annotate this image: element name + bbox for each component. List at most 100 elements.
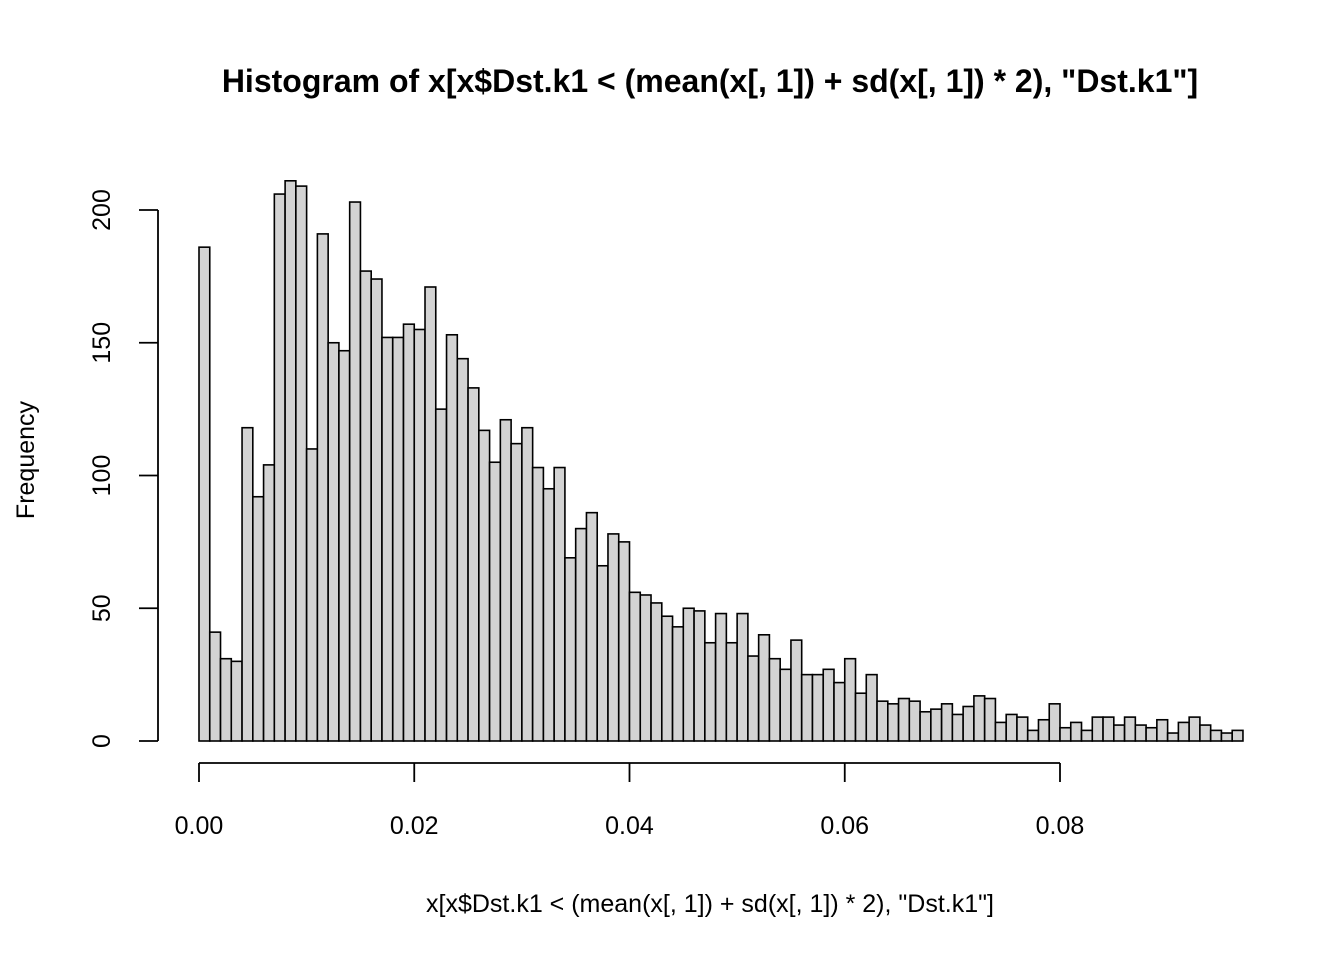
chart-title: Histogram of x[x$Dst.k1 < (mean(x[, 1]) … [222, 63, 1198, 99]
histogram-bar [1209, 729, 1223, 742]
histogram-bar [1091, 716, 1104, 742]
histogram-bar [1059, 726, 1072, 742]
histogram-bar [1220, 732, 1233, 742]
histogram-bar [198, 246, 211, 742]
histogram-bar [510, 442, 523, 742]
histogram-bar [467, 387, 480, 742]
histogram-bar [521, 426, 534, 742]
x-tick-label: 0.00 [175, 812, 224, 840]
histogram-bar [1177, 721, 1190, 742]
histogram-bar [499, 418, 512, 742]
histogram-bar [241, 426, 254, 742]
histogram-bar [456, 357, 469, 742]
bars-layer [198, 180, 1244, 742]
histogram-bar [994, 721, 1007, 742]
histogram-bar [1048, 703, 1061, 742]
histogram-bar [897, 697, 911, 742]
histogram-bar [273, 193, 286, 742]
histogram-bar [574, 527, 588, 742]
histogram-bar [962, 705, 975, 742]
histogram-bar [402, 323, 416, 742]
histogram-bar [757, 633, 771, 742]
histogram-bar [208, 631, 222, 742]
histogram-bar [327, 341, 340, 742]
histogram-bar [886, 703, 900, 742]
histogram-bar [736, 612, 749, 742]
histogram-bar [1199, 724, 1212, 742]
histogram-bar [854, 692, 868, 742]
histogram-bar [252, 495, 265, 742]
histogram-bar [876, 700, 889, 742]
histogram-bar [1102, 716, 1115, 742]
histogram-bar [445, 333, 459, 742]
histogram-bar [219, 657, 233, 742]
histogram-bar [833, 681, 846, 742]
histogram-bar [338, 349, 351, 742]
histogram-bar [639, 594, 652, 742]
histogram-bar [908, 700, 921, 742]
histogram-bar [607, 533, 620, 742]
histogram-bar [370, 278, 383, 742]
histogram-bar [811, 673, 825, 742]
histogram-bar [413, 328, 426, 742]
histogram-bar [951, 713, 964, 742]
histogram-bar [434, 408, 448, 742]
histogram-bar [1231, 729, 1244, 742]
histogram-bar [1156, 718, 1169, 742]
y-axis: 0 50 100 150 200 [88, 189, 159, 748]
histogram-bar [596, 564, 609, 742]
y-tick-label: 0 [88, 734, 116, 748]
histogram-bar [919, 710, 932, 742]
histogram-bar [671, 626, 685, 742]
histogram-bar [284, 180, 297, 742]
histogram-bar [693, 610, 706, 742]
histogram-bar [230, 660, 243, 742]
y-tick-label: 150 [88, 322, 116, 364]
histogram-bar [585, 511, 599, 742]
x-axis: 0.00 0.02 0.04 0.06 0.08 [175, 762, 1084, 840]
x-tick-label: 0.06 [820, 812, 869, 840]
histogram-bar [628, 591, 642, 742]
x-tick-label: 0.04 [605, 812, 654, 840]
histogram-bar [553, 466, 566, 742]
histogram-bar [930, 708, 943, 742]
histogram-bar [940, 703, 954, 742]
histogram-bar [779, 668, 792, 742]
histogram-bar [1134, 724, 1147, 742]
histogram-bar [305, 448, 319, 742]
y-tick-label: 100 [88, 455, 116, 497]
y-tick-label: 200 [88, 189, 116, 231]
x-axis-label: x[x$Dst.k1 < (mean(x[, 1]) + sd(x[, 1]) … [426, 890, 994, 918]
histogram-bar [478, 429, 491, 742]
histogram-bar [295, 185, 308, 742]
histogram-bar [1113, 724, 1126, 742]
histogram-bar [973, 695, 986, 742]
histogram-bar [617, 541, 631, 742]
histogram-bar [747, 655, 760, 742]
x-tick-label: 0.02 [390, 812, 439, 840]
histogram-bar [800, 673, 814, 742]
histogram-bar [865, 673, 878, 742]
histogram-bar [531, 466, 545, 742]
histogram-bar [660, 615, 674, 742]
histogram-bar [650, 602, 663, 742]
histogram-bar [564, 557, 577, 742]
histogram-bar [1080, 729, 1094, 742]
histogram-bar [1005, 713, 1018, 742]
histogram-bar [359, 270, 373, 742]
histogram-bar [1166, 732, 1180, 742]
histogram-bar [725, 641, 738, 742]
histogram-bar [682, 607, 695, 742]
y-axis-label: Frequency [12, 400, 40, 519]
histogram-bar [768, 657, 781, 742]
histogram-bar [424, 286, 437, 742]
histogram-bar [1016, 716, 1029, 742]
histogram-bar [1145, 726, 1158, 742]
histogram-bar [348, 201, 362, 742]
histogram-bar [983, 697, 997, 742]
histogram-bar [704, 641, 717, 742]
histogram-bar [316, 233, 329, 742]
histogram-bar [790, 639, 803, 742]
histogram-bar [1037, 718, 1051, 742]
